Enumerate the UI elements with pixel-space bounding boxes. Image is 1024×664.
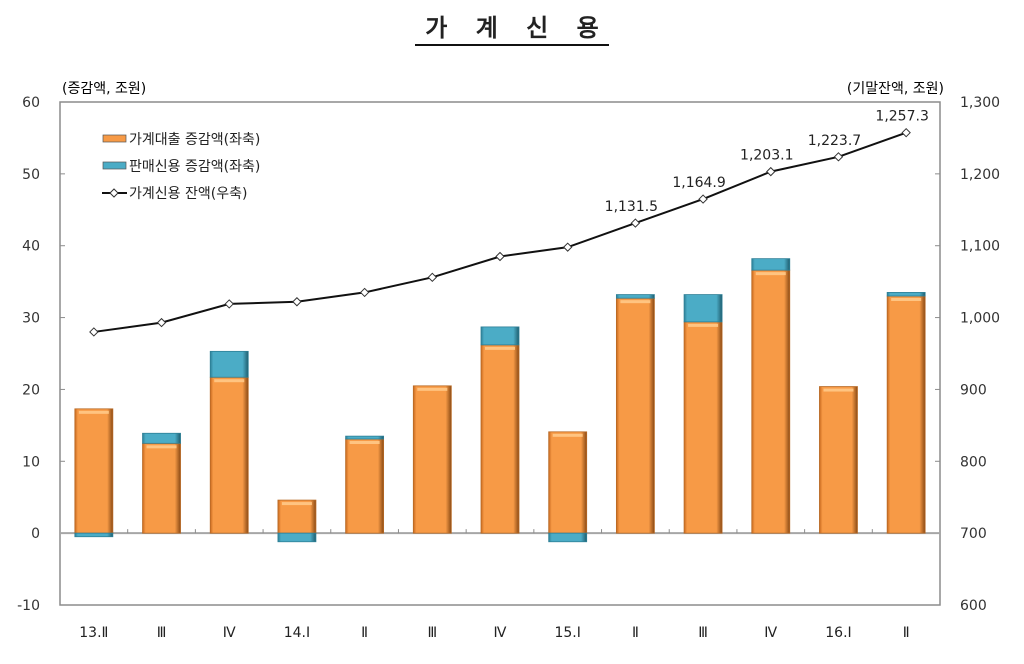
line-marker	[495, 251, 505, 262]
sales-credit-bar	[480, 326, 520, 346]
loan-bar	[277, 499, 317, 534]
data-label: 1,203.1	[740, 148, 793, 164]
right-tick-label: 700	[960, 526, 987, 542]
loan-bar	[345, 438, 385, 534]
data-label: 1,164.9	[672, 175, 725, 191]
category-label: Ⅲ	[427, 625, 437, 641]
left-tick-label: 40	[22, 239, 40, 255]
loan-bar	[819, 386, 858, 534]
right-tick-label: 600	[960, 598, 987, 614]
sales-credit-bar	[142, 432, 181, 444]
sales-credit-bar	[277, 532, 317, 543]
right-tick-label: 900	[960, 382, 987, 398]
left-tick-label: 60	[22, 95, 40, 111]
line-marker	[766, 166, 776, 177]
category-label: 16.Ⅰ	[825, 625, 851, 641]
line-marker	[833, 152, 844, 162]
legend-label: 가계신용 잔액(우축)	[129, 186, 247, 202]
category-label: Ⅳ	[494, 625, 507, 641]
line-marker	[427, 272, 438, 283]
loan-bar	[751, 269, 791, 534]
category-label: Ⅳ	[223, 625, 236, 641]
category-label: Ⅳ	[764, 625, 777, 641]
legend-item: 가계신용 잔액(우축)	[102, 186, 247, 202]
plot-area: 60 50 40 30 20 10 0 -10 1,300 1,200 1,100 1,000 900 8…	[17, 95, 1000, 641]
sales-credit-bar	[345, 435, 385, 440]
loan-bar	[142, 442, 181, 534]
loan-bar	[412, 385, 452, 534]
right-tick-label: 1,000	[960, 311, 1000, 327]
right-axis-unit: (기말잔액, 조원)	[847, 81, 944, 97]
category-label: 13.Ⅱ	[79, 625, 108, 641]
legend-marker-icon	[109, 188, 119, 198]
loan-bar	[615, 297, 655, 534]
line-marker	[359, 287, 370, 298]
legend-swatch-icon	[102, 161, 127, 170]
line-marker	[562, 242, 573, 252]
line-marker	[292, 297, 302, 307]
loan-bar	[480, 344, 520, 534]
line-marker	[698, 194, 708, 204]
left-tick-label: 20	[22, 382, 40, 398]
legend-label: 가계대출 증감액(좌축)	[129, 132, 260, 148]
legend-item: 판매신용 증감액(좌축)	[102, 159, 260, 175]
loan-bar	[683, 321, 723, 534]
category-label: Ⅱ	[903, 625, 910, 641]
line-marker	[156, 317, 167, 328]
category-label: 15.Ⅰ	[554, 625, 580, 641]
line-marker	[89, 327, 99, 337]
legend-swatch-icon	[102, 134, 127, 143]
data-label: 1,223.7	[808, 133, 861, 149]
sales-credit-bar	[74, 532, 114, 538]
loan-bar	[209, 376, 249, 534]
sales-credit-bar	[886, 292, 926, 297]
category-label: Ⅱ	[361, 625, 368, 641]
loan-bar	[548, 431, 588, 534]
line-marker	[224, 299, 234, 309]
left-tick-label: -10	[17, 598, 40, 614]
left-axis-unit: (증감액, 조원)	[62, 81, 146, 97]
legend-label: 판매신용 증감액(좌축)	[129, 159, 260, 175]
data-label: 1,131.5	[605, 199, 658, 215]
category-label: 14.Ⅰ	[284, 625, 310, 641]
category-label: Ⅲ	[157, 625, 167, 641]
left-tick-label: 30	[22, 311, 40, 327]
right-tick-label: 1,200	[960, 167, 1000, 183]
loan-bar	[886, 295, 926, 534]
category-label: Ⅲ	[698, 625, 708, 641]
sales-credit-bar	[751, 258, 791, 271]
left-tick-label: 10	[22, 454, 40, 470]
sales-credit-bar	[683, 294, 723, 323]
right-tick-label: 1,300	[960, 95, 1000, 111]
legend-item: 가계대출 증감액(좌축)	[102, 132, 260, 148]
left-tick-label: 50	[22, 167, 40, 183]
line-marker	[630, 218, 641, 228]
chart-title: 가 계 신 용	[0, 8, 1024, 46]
right-tick-label: 1,100	[960, 239, 1000, 255]
data-label: 1,257.3	[875, 109, 928, 125]
right-tick-label: 800	[960, 454, 987, 470]
sales-credit-bar	[209, 350, 249, 378]
sales-credit-bar	[615, 294, 655, 299]
left-tick-label: 0	[31, 526, 40, 542]
line-marker	[901, 127, 911, 138]
category-label: Ⅱ	[632, 625, 639, 641]
sales-credit-bar	[548, 532, 588, 543]
loan-bar	[74, 408, 114, 534]
